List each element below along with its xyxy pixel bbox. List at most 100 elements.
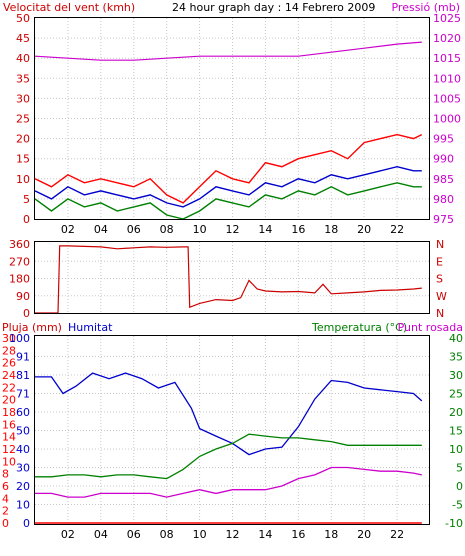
panel-rain-humidity-temp-grid: [35, 336, 430, 523]
humidity-tick-2: 20: [16, 480, 30, 493]
humidity-tick-1: 10: [16, 499, 30, 512]
wind-x-tick-14: 14: [258, 223, 272, 236]
rain-tick-12: 24: [2, 369, 16, 382]
wind-tick-9: 45: [16, 32, 30, 45]
direction-tick-2: 180: [9, 273, 30, 286]
rain-x-tick-08: 08: [160, 528, 174, 541]
rain-x-tick-16: 16: [291, 528, 305, 541]
rain-tick-4: 8: [2, 468, 9, 481]
pressure-line: [34, 41, 422, 61]
rain-x-tick-20: 20: [357, 528, 371, 541]
pressure-tick-2: 985: [433, 173, 454, 186]
wind-tick-8: 40: [16, 52, 30, 65]
pressure-tick-3: 990: [433, 153, 454, 166]
compass-tick-0: N: [436, 307, 444, 320]
panel-rain-humidity-temp-series: [35, 372, 423, 524]
rain-tick-2: 4: [2, 492, 9, 505]
panel-rain-humidity-temp-frame: [34, 335, 430, 525]
rain-x-tick-04: 04: [94, 528, 108, 541]
rain-tick-11: 22: [2, 381, 16, 394]
direction-tick-4: 360: [9, 238, 30, 251]
temperature-tick-3: 5: [456, 462, 463, 475]
wind-x-tick-16: 16: [291, 223, 305, 236]
wind-speed-line: [34, 133, 423, 204]
wind-tick-1: 5: [23, 193, 30, 206]
humidity-line: [35, 372, 423, 456]
pressure-tick-7: 1010: [433, 72, 461, 85]
rain-x-tick-18: 18: [324, 528, 338, 541]
temperature-tick-8: 30: [449, 369, 463, 382]
temperature-tick-1: -5: [452, 499, 463, 512]
pressure-tick-5: 1000: [433, 113, 461, 126]
wind-tick-6: 30: [16, 92, 30, 105]
dewpoint-line: [35, 466, 422, 498]
wind-x-tick-20: 20: [357, 223, 371, 236]
pressure-tick-1: 980: [433, 193, 454, 206]
pressure-axis-title: Pressió (mb): [391, 1, 460, 14]
humidity-tick-6: 60: [16, 406, 30, 419]
rain-x-tick-10: 10: [193, 528, 207, 541]
rain-tick-13: 26: [2, 357, 16, 370]
panel-wind-pressure-frame: [34, 17, 430, 220]
wind-tick-2: 10: [16, 173, 30, 186]
temperature-axis-title: Temperatura (°C): [311, 321, 407, 334]
panel-direction-series: [35, 245, 422, 314]
temperature-tick-5: 15: [449, 425, 463, 438]
rain-tick-9: 18: [2, 406, 16, 419]
rain-tick-8: 16: [2, 418, 16, 431]
temperature-tick-9: 35: [449, 351, 463, 364]
humidity-tick-9: 91: [16, 351, 30, 364]
panel-wind-pressure-series: [34, 41, 423, 220]
direction-tick-3: 270: [9, 255, 30, 268]
graph-day-title: 24 hour graph day : 14 Febrero 2009: [172, 1, 375, 14]
temperature-tick-2: 0: [456, 480, 463, 493]
wind-tick-7: 35: [16, 72, 30, 85]
temperature-line: [35, 433, 422, 480]
wind-tick-0: 0: [23, 213, 30, 226]
rain-tick-10: 20: [2, 394, 16, 407]
pressure-tick-6: 1005: [433, 92, 461, 105]
temperature-tick-0: -10: [445, 517, 463, 530]
wind-x-tick-04: 04: [94, 223, 108, 236]
temperature-axis-ticks: -10 -5 0 5 10 15 20 25 30 35 40: [445, 332, 463, 530]
rain-tick-15: 30: [2, 332, 16, 345]
compass-tick-3: E: [436, 255, 443, 268]
rain-x-tick-06: 06: [127, 528, 141, 541]
wind-tick-3: 15: [16, 153, 30, 166]
rain-tick-6: 12: [2, 443, 16, 456]
wind-x-tick-22: 22: [390, 223, 404, 236]
rain-x-tick-14: 14: [258, 528, 272, 541]
rain-tick-0: 0: [2, 517, 9, 530]
wind-x-tick-18: 18: [324, 223, 338, 236]
wind-x-tick-08: 08: [160, 223, 174, 236]
wind-tick-4: 20: [16, 133, 30, 146]
temperature-tick-7: 25: [449, 388, 463, 401]
rain-axis-title: Pluja (mm): [2, 321, 62, 334]
humidity-tick-4: 40: [16, 443, 30, 456]
rain-tick-5: 10: [2, 455, 16, 468]
direction-tick-1: 90: [16, 290, 30, 303]
compass-tick-2: S: [436, 273, 443, 286]
panel-wind-pressure-grid: [35, 18, 430, 219]
wind-axis-ticks: 0 5 10 15 20 25 30 35 40 45 50: [16, 12, 30, 226]
pressure-tick-8: 1015: [433, 52, 461, 65]
wind-x-tick-06: 06: [127, 223, 141, 236]
direction-tick-0: 0: [23, 307, 30, 320]
humidity-axis-ticks: 0 10 20 30 40 50 60 71 81 91 100: [9, 332, 30, 530]
wind-tick-5: 25: [16, 113, 30, 126]
compass-tick-4: N: [436, 238, 444, 251]
wind-tick-10: 50: [16, 12, 30, 25]
rain-x-tick-12: 12: [226, 528, 240, 541]
rain-tick-1: 2: [2, 505, 9, 518]
panel-wind-pressure-x-ticks: 02 04 06 08 10 12 14 16 18 20 22: [61, 223, 404, 236]
rain-tick-3: 6: [2, 480, 9, 493]
pressure-tick-9: 1020: [433, 32, 461, 45]
humidity-tick-10: 100: [9, 332, 30, 345]
wind-x-tick-02: 02: [61, 223, 75, 236]
humidity-axis-title: Humitat: [68, 321, 113, 334]
panel-direction-frame: [34, 241, 430, 314]
wind-low-line: [34, 182, 422, 220]
